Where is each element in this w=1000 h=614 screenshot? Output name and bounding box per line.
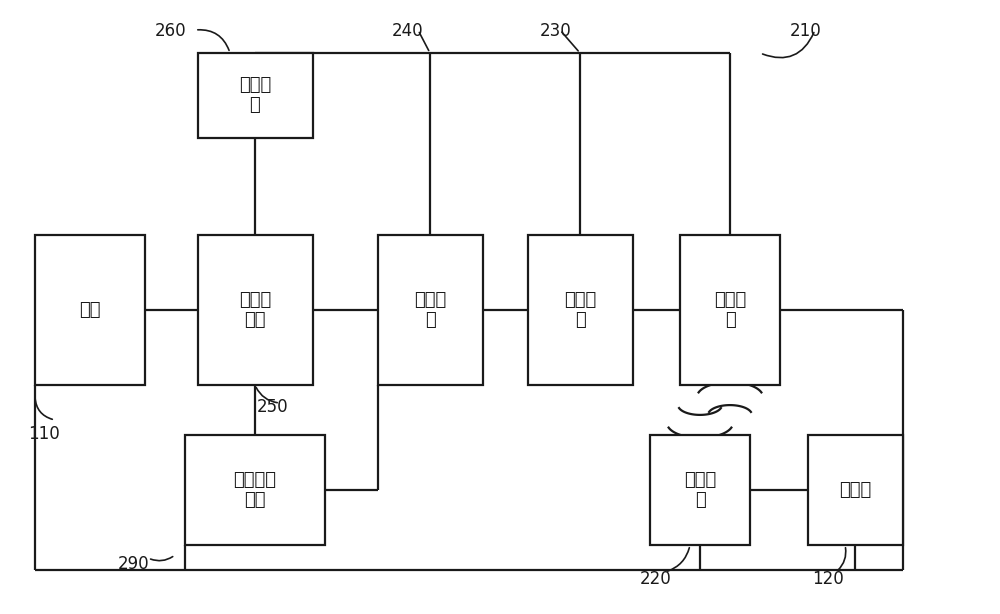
Text: 第一线: 第一线	[714, 291, 746, 309]
Text: 第二线: 第二线	[684, 471, 716, 489]
Text: 元: 元	[575, 311, 585, 329]
Text: 检测控制: 检测控制	[234, 471, 276, 489]
Text: 250: 250	[257, 398, 289, 416]
Bar	[808, 435, 902, 545]
Text: 电池: 电池	[79, 301, 101, 319]
Bar	[35, 235, 145, 385]
Bar	[650, 435, 750, 545]
Bar	[528, 235, 633, 385]
Bar	[185, 435, 325, 545]
Text: 230: 230	[540, 22, 572, 40]
Text: 单元: 单元	[244, 491, 266, 509]
Text: 圈: 圈	[695, 491, 705, 509]
Bar	[680, 235, 780, 385]
Text: 谐振电: 谐振电	[239, 76, 271, 94]
Text: 210: 210	[790, 22, 822, 40]
Text: 圈: 圈	[725, 311, 735, 329]
Bar	[378, 235, 482, 385]
Text: 整流桥: 整流桥	[239, 291, 271, 309]
Text: 元: 元	[425, 311, 435, 329]
Text: 单元: 单元	[244, 311, 266, 329]
Text: 切换单: 切换单	[414, 291, 446, 309]
Text: 120: 120	[812, 570, 844, 588]
Text: 290: 290	[118, 555, 150, 573]
Bar	[198, 235, 312, 385]
Text: 容: 容	[250, 96, 260, 114]
Bar	[198, 53, 312, 138]
Text: 升压单: 升压单	[564, 291, 596, 309]
Text: 260: 260	[155, 22, 187, 40]
Text: 220: 220	[640, 570, 672, 588]
Text: 闪光灯: 闪光灯	[839, 481, 871, 499]
Text: 240: 240	[392, 22, 424, 40]
Text: 110: 110	[28, 425, 60, 443]
